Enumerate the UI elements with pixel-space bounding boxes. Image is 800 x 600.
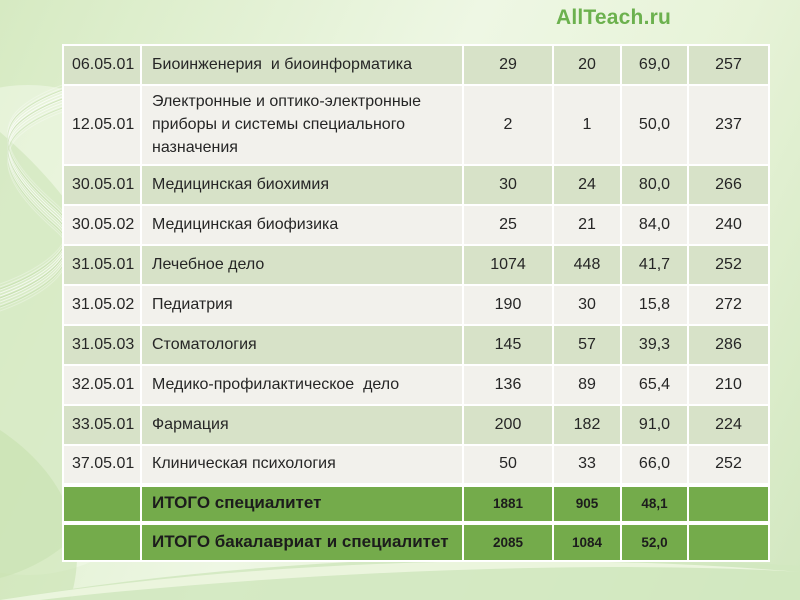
- table-row: 06.05.01 Биоинженерия и биоинформатика 29 2…: [62, 44, 770, 86]
- value-cell-4: 240: [687, 203, 770, 246]
- table-row: 32.05.01 Медико-профилактическое дело 136 8…: [62, 363, 770, 406]
- total-label: ИТОГО бакалавриат и специалитет: [140, 520, 464, 562]
- specialty-code: 31.05.01: [62, 243, 142, 286]
- table-row: 33.05.01 Фармация 200 182 91,0 224: [62, 403, 770, 446]
- table-row: 30.05.01 Медицинская биохимия 30 24 80,0 266: [62, 163, 770, 206]
- specialty-code: 31.05.03: [62, 323, 142, 366]
- value-cell-1: 136: [462, 363, 554, 406]
- logo: AllTeach.ru: [556, 6, 672, 29]
- total-label: ИТОГО специалитет: [140, 482, 464, 524]
- value-cell-1: 25: [462, 203, 554, 246]
- value-cell-1: 145: [462, 323, 554, 366]
- value-cell-2: 20: [552, 44, 622, 86]
- specialty-name: Стоматология: [140, 323, 464, 366]
- value-cell-2: 24: [552, 163, 622, 206]
- total-row: ИТОГО специалитет 1881 905 48,1: [62, 482, 770, 524]
- specialty-code: 33.05.01: [62, 403, 142, 446]
- specialty-code: 37.05.01: [62, 443, 142, 486]
- value-cell-3: 15,8: [620, 283, 689, 326]
- specialty-code: 30.05.01: [62, 163, 142, 206]
- value-cell-3: 91,0: [620, 403, 689, 446]
- value-cell-3: 65,4: [620, 363, 689, 406]
- specialty-name: Фармация: [140, 403, 464, 446]
- total-value-cell-1: 1881: [462, 482, 554, 524]
- specialty-code: 12.05.01: [62, 84, 142, 166]
- total-value-cell-3: 52,0: [620, 520, 689, 562]
- value-cell-1: 50: [462, 443, 554, 486]
- value-cell-3: 84,0: [620, 203, 689, 246]
- specialty-name: Лечебное дело: [140, 243, 464, 286]
- total-code-empty: [62, 482, 142, 524]
- table-row: 31.05.01 Лечебное дело 1074 448 41,7 252: [62, 243, 770, 286]
- table-row: 31.05.03 Стоматология 145 57 39,3 286: [62, 323, 770, 366]
- total-value-cell-2: 1084: [552, 520, 622, 562]
- value-cell-1: 190: [462, 283, 554, 326]
- total-code-empty: [62, 520, 142, 562]
- table-row: 31.05.02 Педиатрия 190 30 15,8 272: [62, 283, 770, 326]
- value-cell-2: 182: [552, 403, 622, 446]
- value-cell-3: 50,0: [620, 84, 689, 166]
- value-cell-2: 33: [552, 443, 622, 486]
- specialty-code: 30.05.02: [62, 203, 142, 246]
- value-cell-1: 29: [462, 44, 554, 86]
- value-cell-4: 224: [687, 403, 770, 446]
- total-value-cell-4: [687, 520, 770, 562]
- value-cell-2: 1: [552, 84, 622, 166]
- total-row: ИТОГО бакалавриат и специалитет 2085 1084 5…: [62, 520, 770, 562]
- specialty-name: Педиатрия: [140, 283, 464, 326]
- value-cell-3: 66,0: [620, 443, 689, 486]
- specialty-code: 31.05.02: [62, 283, 142, 326]
- value-cell-3: 39,3: [620, 323, 689, 366]
- table-row: 37.05.01 Клиническая психология 50 33 66,0 25…: [62, 443, 770, 486]
- value-cell-1: 30: [462, 163, 554, 206]
- table-row: 30.05.02 Медицинская биофизика 25 21 84,0 240: [62, 203, 770, 246]
- total-value-cell-4: [687, 482, 770, 524]
- value-cell-1: 200: [462, 403, 554, 446]
- table-body: 06.05.01 Биоинженерия и биоинформатика 29 2…: [62, 44, 770, 562]
- specialty-name: Медицинская биофизика: [140, 203, 464, 246]
- specialty-name: Медико-профилактическое дело: [140, 363, 464, 406]
- value-cell-4: 237: [687, 84, 770, 166]
- value-cell-3: 69,0: [620, 44, 689, 86]
- specialty-code: 32.05.01: [62, 363, 142, 406]
- total-value-cell-1: 2085: [462, 520, 554, 562]
- value-cell-4: 272: [687, 283, 770, 326]
- specialty-name: Клиническая психология: [140, 443, 464, 486]
- specialty-name: Электронные и оптико-электронные приборы…: [140, 84, 464, 166]
- admissions-table: 06.05.01 Биоинженерия и биоинформатика 29 2…: [62, 44, 770, 562]
- value-cell-4: 252: [687, 443, 770, 486]
- total-value-cell-2: 905: [552, 482, 622, 524]
- value-cell-2: 57: [552, 323, 622, 366]
- value-cell-4: 266: [687, 163, 770, 206]
- value-cell-1: 2: [462, 84, 554, 166]
- value-cell-2: 30: [552, 283, 622, 326]
- table-row: 12.05.01 Электронные и оптико-электронные…: [62, 84, 770, 166]
- specialty-name: Медицинская биохимия: [140, 163, 464, 206]
- value-cell-4: 257: [687, 44, 770, 86]
- total-value-cell-3: 48,1: [620, 482, 689, 524]
- value-cell-4: 210: [687, 363, 770, 406]
- value-cell-4: 286: [687, 323, 770, 366]
- specialty-name: Биоинженерия и биоинформатика: [140, 44, 464, 86]
- value-cell-3: 80,0: [620, 163, 689, 206]
- value-cell-3: 41,7: [620, 243, 689, 286]
- value-cell-1: 1074: [462, 243, 554, 286]
- value-cell-2: 448: [552, 243, 622, 286]
- specialty-code: 06.05.01: [62, 44, 142, 86]
- value-cell-2: 21: [552, 203, 622, 246]
- value-cell-4: 252: [687, 243, 770, 286]
- value-cell-2: 89: [552, 363, 622, 406]
